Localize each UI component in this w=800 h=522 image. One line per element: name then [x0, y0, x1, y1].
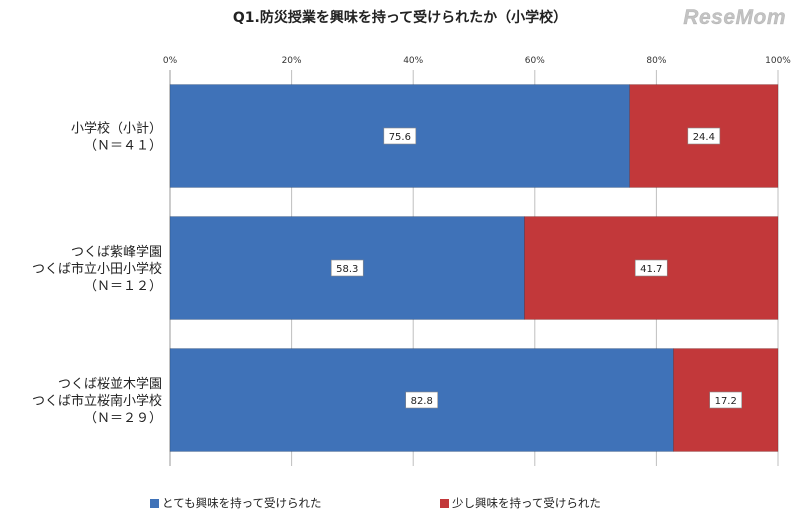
legend-label: 少し興味を持って受けられた — [452, 496, 601, 510]
bars: 75.6 24.4 58.3 41.7 82.8 17.2 — [169, 84, 779, 452]
data-label: 58.3 — [336, 264, 358, 275]
category-label: 小学校（小計） — [71, 121, 162, 137]
data-label: 41.7 — [640, 264, 662, 275]
x-tick-label: 100% — [765, 56, 791, 66]
data-label: 82.8 — [411, 396, 433, 407]
category-label: つくば桜並木学園 — [58, 376, 162, 392]
category-label: つくば紫峰学園 — [71, 244, 162, 260]
data-label: 75.6 — [389, 132, 411, 143]
chart-title: Q1.防災授業を興味を持って受けられたか（小学校） — [233, 9, 567, 26]
x-tick-label: 40% — [403, 56, 423, 66]
x-tick-label: 80% — [646, 56, 666, 66]
data-label-box — [634, 259, 668, 277]
legend-swatch — [150, 499, 159, 508]
x-tick-label: 60% — [525, 56, 545, 66]
data-label-box — [709, 391, 743, 409]
x-tick-label: 20% — [282, 56, 302, 66]
x-axis-ticks: 0% 20% 40% 60% 80% 100% — [163, 56, 791, 66]
data-label-box — [383, 127, 417, 145]
legend-label: とても興味を持って受けられた — [162, 496, 322, 510]
x-tick-label: 0% — [163, 56, 178, 66]
category-label: つくば市立桜南小学校 — [32, 393, 162, 409]
category-label: （Ｎ＝４１） — [84, 139, 162, 154]
legend-swatch — [440, 499, 449, 508]
category-label: つくば市立小田小学校 — [32, 261, 162, 277]
watermark-logo: ReseMom — [683, 6, 786, 29]
category-label: （Ｎ＝２９） — [84, 411, 162, 426]
data-label: 17.2 — [715, 396, 737, 407]
category-label: （Ｎ＝１２） — [84, 279, 162, 294]
legend: とても興味を持って受けられた 少し興味を持って受けられた — [150, 496, 601, 510]
data-label-box — [330, 259, 364, 277]
data-label-box — [405, 391, 439, 409]
data-label: 24.4 — [693, 132, 715, 143]
data-label-box — [687, 127, 721, 145]
